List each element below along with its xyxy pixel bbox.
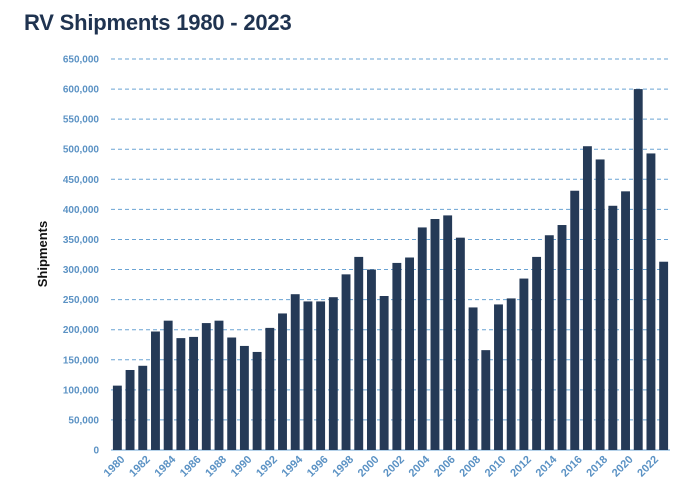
x-axis-ticks: 1980 1982 1984 1986 1988 1990 1992 1994 1996 1998… [102, 453, 661, 479]
bar-2016 [570, 190, 580, 450]
x-tick-label: 2016 [559, 454, 585, 480]
bar-1996 [316, 301, 326, 450]
x-tick-label: 1988 [203, 454, 229, 480]
bar-2003 [405, 257, 415, 450]
y-tick-label: 250,000 [63, 295, 100, 306]
x-tick-label: 2020 [610, 454, 636, 480]
bar-2014 [544, 235, 554, 450]
y-tick-label: 300,000 [63, 265, 100, 276]
bar-2012 [519, 278, 529, 450]
bar-1986 [189, 336, 199, 450]
x-tick-label: 2012 [508, 454, 534, 480]
y-axis-ticks: 0 50,000 100,000 150,000 200,000 250,000 300,0… [63, 55, 100, 457]
y-tick-label: 550,000 [63, 115, 100, 126]
bar-1985 [176, 338, 186, 450]
bar-1989 [227, 337, 237, 450]
bar-2006 [443, 215, 453, 450]
bar-1997 [328, 297, 338, 450]
bar-2011 [506, 298, 516, 450]
bar-1983 [151, 331, 160, 450]
y-tick-label: 0 [93, 446, 99, 457]
y-tick-label: 650,000 [63, 55, 100, 66]
bar-2022 [646, 153, 656, 451]
bar-1992 [265, 327, 275, 450]
y-tick-label: 100,000 [63, 385, 100, 396]
bar-1981 [125, 369, 135, 450]
bar-1995 [303, 301, 313, 450]
x-tick-label: 1980 [102, 454, 128, 480]
bar-2001 [379, 296, 389, 450]
bar-2013 [532, 256, 542, 450]
bar-1990 [239, 345, 249, 450]
bar-2010 [494, 304, 503, 450]
x-tick-label: 2014 [534, 453, 560, 479]
y-axis-label: Shipments [35, 221, 50, 287]
bar-1982 [138, 365, 148, 450]
x-tick-label: 2008 [457, 454, 483, 480]
bar-2002 [392, 262, 402, 450]
y-tick-label: 400,000 [63, 205, 100, 216]
bar-2004 [417, 227, 427, 450]
x-tick-label: 1982 [127, 454, 153, 480]
bar-2007 [455, 237, 465, 450]
x-tick-label: 2004 [407, 453, 433, 479]
bar-1988 [214, 320, 224, 450]
bar-2017 [582, 146, 592, 450]
x-tick-label: 1990 [229, 454, 255, 480]
x-tick-label: 1998 [330, 454, 356, 480]
x-tick-label: 1996 [305, 454, 331, 480]
bar-2021 [633, 89, 643, 451]
y-tick-label: 600,000 [63, 85, 100, 96]
bar-1991 [252, 351, 262, 450]
y-tick-label: 200,000 [63, 325, 100, 336]
bar-2008 [468, 307, 478, 450]
bar-2018 [595, 159, 605, 451]
bar-2015 [557, 225, 567, 450]
x-tick-label: 2002 [381, 454, 407, 480]
bar-2023 [659, 261, 669, 450]
bar-2000 [366, 269, 376, 450]
x-tick-label: 2000 [356, 454, 382, 480]
bar-2005 [430, 219, 440, 450]
bar-1998 [341, 274, 351, 450]
x-tick-label: 2018 [584, 454, 610, 480]
y-tick-label: 150,000 [63, 355, 100, 366]
x-tick-label: 1984 [152, 453, 178, 479]
y-tick-label: 50,000 [68, 415, 99, 426]
bars [112, 89, 669, 451]
bar-1994 [290, 294, 300, 450]
bar-1987 [201, 323, 211, 450]
x-tick-label: 1986 [178, 454, 204, 480]
x-tick-label: 1992 [254, 454, 280, 480]
bar-2020 [621, 191, 630, 451]
bar-1980 [112, 385, 122, 450]
y-tick-label: 500,000 [63, 145, 100, 156]
bar-2019 [608, 205, 618, 450]
x-tick-label: 2022 [635, 454, 661, 480]
y-tick-label: 350,000 [63, 235, 100, 246]
x-tick-label: 2006 [432, 454, 458, 480]
bar-1993 [278, 313, 287, 450]
bar-2009 [481, 350, 491, 450]
x-tick-label: 1994 [280, 453, 306, 479]
bar-1999 [354, 256, 364, 450]
x-tick-label: 2010 [483, 454, 509, 480]
chart-title: RV Shipments 1980 - 2023 [24, 10, 292, 35]
bar-1984 [163, 320, 173, 450]
y-tick-label: 450,000 [63, 175, 100, 186]
